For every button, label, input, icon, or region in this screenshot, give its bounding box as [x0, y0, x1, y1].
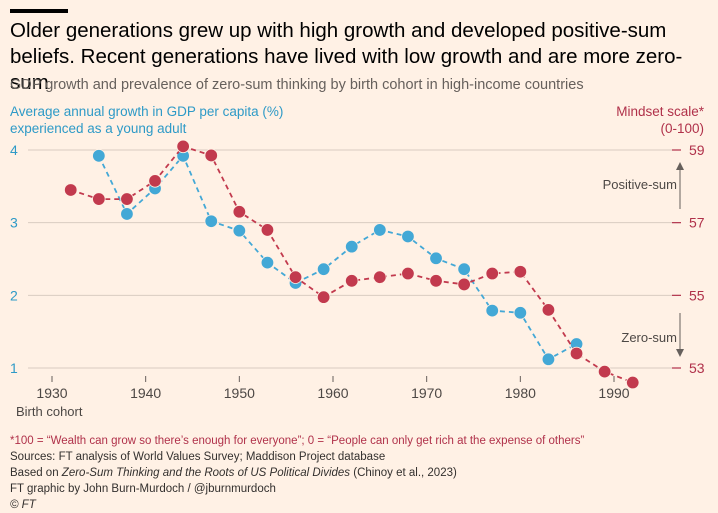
right-axis-title-line1: Mindset scale*: [616, 104, 704, 119]
gdp-growth-point: [541, 352, 556, 366]
mindset-point: [176, 139, 190, 154]
mindset-line: [70, 145, 634, 384]
ft-topbar: [10, 9, 68, 13]
gdp-growth-point: [92, 149, 106, 163]
copyright: © FT: [10, 497, 710, 513]
left-axis-title: Average annual growth in GDP per capita …: [10, 103, 330, 137]
left-tick-label: 1: [10, 360, 18, 376]
gdp-growth-point: [513, 306, 528, 320]
right-tick-label: 59: [689, 142, 705, 158]
mindset-point: [288, 270, 303, 284]
mindset-point: [569, 346, 584, 361]
x-tick-label: 1940: [130, 385, 161, 401]
mindset-point: [513, 265, 528, 279]
gdp-growth-point: [260, 255, 275, 270]
gdp-growth-point: [120, 207, 134, 221]
mindset-point: [401, 266, 415, 281]
mindset-point: [120, 192, 134, 206]
x-tick-label: 1970: [411, 385, 442, 401]
gdp-growth-point: [345, 239, 359, 254]
x-tick-label: 1960: [317, 385, 348, 401]
x-tick-label: 1990: [598, 385, 629, 401]
left-axis-title-line2: experienced as a young adult: [10, 121, 187, 136]
mindset-point: [626, 375, 640, 390]
left-tick-label: 4: [10, 142, 18, 158]
footnote: *100 = “Wealth can grow so there’s enoug…: [10, 435, 585, 447]
x-axis-label: Birth cohort: [16, 404, 83, 419]
mindset-point: [485, 266, 499, 281]
x-tick-label: 1930: [36, 385, 67, 401]
right-tick-label: 57: [689, 215, 705, 231]
gdp-growth-point: [204, 214, 218, 228]
chart-subtitle: GDP growth and prevalence of zero-sum th…: [10, 77, 584, 93]
gdp-growth-line: [97, 154, 577, 361]
chart-notes: *100 = “Wealth can grow so there’s enoug…: [10, 433, 710, 513]
positive-sum-arrow-head: [676, 162, 684, 170]
based-on-suffix: (Chinoy et al., 2023): [350, 467, 457, 479]
mindset-point: [204, 148, 218, 163]
x-tick-label: 1950: [224, 385, 255, 401]
mindset-point: [64, 183, 78, 197]
positive-sum-label: Positive-sum: [603, 177, 677, 192]
gdp-growth-point: [401, 229, 415, 244]
mindset-point: [260, 223, 275, 237]
mindset-point: [148, 174, 162, 188]
gdp-growth-point: [457, 262, 471, 276]
gdp-growth-point: [316, 262, 331, 276]
based-on-paper-title: Zero-Sum Thinking and the Roots of US Po…: [61, 467, 351, 479]
mindset-point: [541, 303, 556, 317]
mindset-point: [373, 270, 387, 284]
right-tick-label: 55: [689, 287, 705, 303]
mindset-point: [429, 274, 443, 288]
mindset-point: [457, 277, 471, 292]
mindset-point: [345, 274, 359, 288]
graphic-credit: FT graphic by John Burn-Murdoch / @jburn…: [10, 483, 276, 495]
zero-sum-label: Zero-sum: [621, 330, 677, 345]
sources-note: Sources: FT analysis of World Values Sur…: [10, 451, 386, 463]
gdp-growth-point: [232, 223, 247, 238]
right-axis-title-line2: (0-100): [660, 121, 704, 136]
gdp-growth-point: [373, 223, 387, 237]
zero-sum-arrow-head: [676, 349, 684, 357]
mindset-point: [232, 205, 247, 219]
left-tick-label: 2: [10, 287, 18, 303]
based-on-prefix: Based on: [10, 467, 62, 479]
mindset-point: [597, 364, 612, 379]
left-axis-title-line1: Average annual growth in GDP per capita …: [10, 104, 284, 119]
chart-title: Older generations grew up with high grow…: [10, 19, 683, 94]
copyright-text: © FT: [10, 499, 36, 511]
x-tick-label: 1980: [505, 385, 536, 401]
right-tick-label: 53: [689, 360, 705, 376]
left-tick-label: 3: [10, 215, 18, 231]
right-axis-title: Mindset scale* (0-100): [544, 103, 704, 137]
gdp-growth-point: [429, 251, 443, 265]
gdp-growth-point: [485, 303, 499, 318]
mindset-point: [316, 290, 331, 304]
based-on-note: Based on Zero-Sum Thinking and the Roots…: [10, 465, 710, 481]
mindset-point: [92, 192, 106, 206]
